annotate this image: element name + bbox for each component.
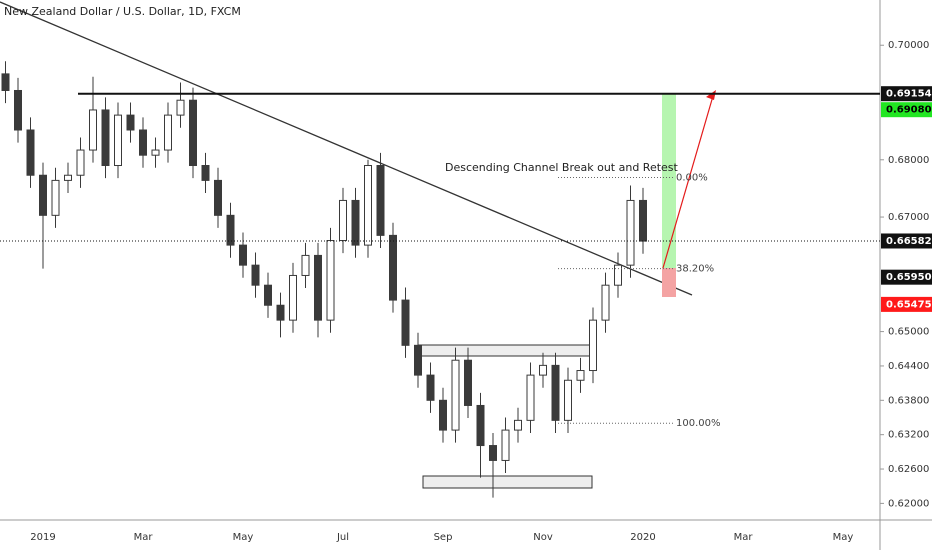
candle-body — [89, 109, 97, 151]
y-tick-label: 0.65000 — [888, 327, 929, 338]
candle-body — [26, 129, 35, 176]
candle-body — [139, 129, 147, 156]
candle-body — [126, 114, 135, 131]
projection-arrow — [662, 95, 714, 269]
candle-body — [489, 445, 497, 461]
candle-body — [276, 304, 285, 321]
fib-label: 100.00% — [676, 418, 721, 429]
candle-body — [639, 199, 647, 242]
candle-body — [551, 364, 560, 421]
candle-body — [301, 254, 310, 276]
y-tick-label: 0.64400 — [888, 361, 929, 372]
fib-label: 0.00% — [676, 173, 708, 184]
candle-body — [614, 264, 622, 286]
stop-zone — [662, 268, 676, 297]
x-tick-label: 2020 — [630, 532, 655, 543]
chart-title: New Zealand Dollar / U.S. Dollar, 1D, FX… — [4, 5, 241, 18]
candle-body — [451, 359, 460, 431]
candle-body — [414, 344, 422, 376]
candle-body — [601, 284, 610, 321]
candle-body — [251, 264, 260, 286]
x-tick-label: Mar — [134, 532, 154, 543]
candle-body — [389, 234, 397, 301]
candle-body — [501, 429, 510, 461]
candle-body — [426, 374, 435, 401]
price-tag-label: 0.65475 — [886, 299, 932, 310]
price-tag — [881, 269, 932, 285]
candle-body — [39, 174, 47, 216]
candle-body — [401, 299, 410, 346]
candle-body — [476, 404, 485, 447]
target-zone — [662, 93, 676, 268]
candle-body — [514, 419, 522, 431]
y-tick-label: 0.62000 — [888, 498, 929, 509]
y-tick-label: 0.70000 — [888, 40, 929, 51]
y-tick-label: 0.62600 — [888, 464, 929, 475]
y-tick-label: 0.63800 — [888, 395, 929, 406]
candle-body — [189, 99, 197, 167]
candle-body — [289, 274, 297, 321]
candle-body — [539, 364, 547, 376]
candle-body — [576, 370, 585, 381]
y-tick-label: 0.67000 — [888, 212, 929, 223]
candle-body — [626, 199, 635, 266]
plot-area — [1, 61, 647, 498]
candle-body — [564, 379, 572, 421]
arrow-head — [706, 90, 716, 100]
x-tick-label: Sep — [434, 532, 453, 543]
candle-body — [76, 149, 85, 176]
x-tick-label: 2019 — [30, 532, 55, 543]
candle-body — [339, 199, 347, 242]
candle-body — [64, 174, 72, 181]
candle-body — [14, 89, 22, 131]
candle-body — [589, 319, 597, 372]
candle-body — [376, 165, 385, 236]
candle-body — [364, 165, 372, 246]
x-tick-label: May — [233, 532, 254, 543]
price-tag-label: 0.65950 — [886, 272, 932, 283]
price-tag — [881, 86, 932, 102]
price-tag-label: 0.69080 — [886, 105, 932, 116]
price-tag-label: 0.69154 — [886, 89, 932, 100]
trendline — [0, 1, 693, 296]
candle-body — [214, 179, 222, 216]
candle-body — [526, 374, 535, 421]
x-tick-label: Mar — [734, 532, 754, 543]
candle-body — [1, 73, 10, 91]
candle-body — [264, 284, 272, 306]
candle-body — [164, 114, 172, 151]
price-tag-label: 0.66582 — [886, 236, 932, 247]
candle-body — [351, 199, 360, 246]
y-tick-label: 0.63200 — [888, 430, 929, 441]
candle-body — [239, 244, 247, 266]
resistance-zone — [417, 344, 591, 357]
candle-body — [464, 359, 472, 406]
candle-body — [201, 165, 210, 181]
candle-body — [439, 399, 447, 431]
price-tag — [881, 296, 932, 312]
support-zone — [422, 475, 593, 489]
x-tick-label: Nov — [533, 532, 553, 543]
candle-body — [314, 254, 322, 321]
candle-body — [101, 109, 110, 167]
fib-label: 38.20% — [676, 264, 714, 275]
candle-body — [151, 149, 160, 156]
candle-body — [326, 240, 335, 321]
price-tag — [881, 233, 932, 249]
candle-body — [176, 99, 185, 116]
price-tag — [881, 102, 932, 118]
candle-body — [226, 214, 235, 246]
annotation: Descending Channel Break out and Retest — [445, 161, 679, 174]
candle-body — [51, 179, 60, 216]
x-tick-label: Jul — [336, 532, 349, 543]
y-tick-label: 0.68000 — [888, 155, 929, 166]
candle-body — [114, 114, 122, 167]
x-tick-label: May — [833, 532, 854, 543]
